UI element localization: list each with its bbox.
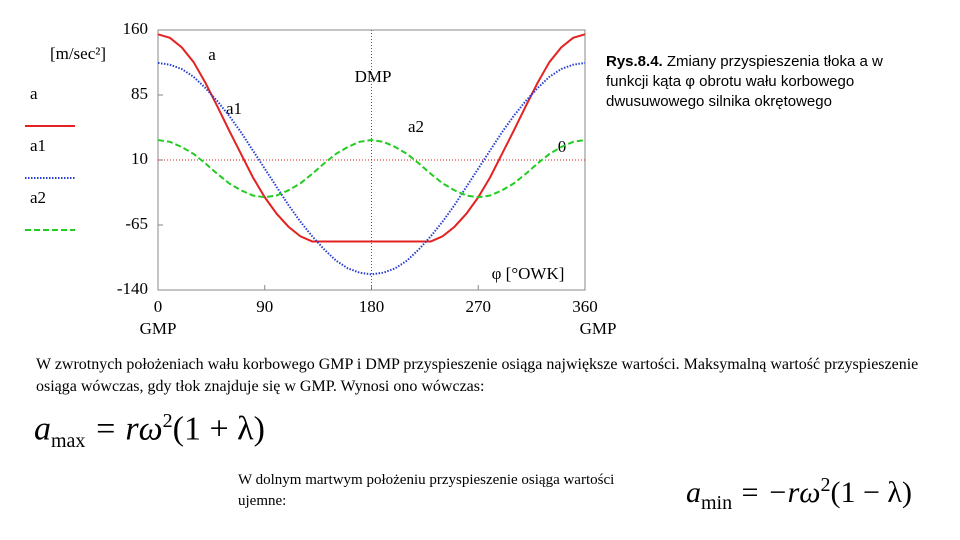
formula-sup: 2	[820, 474, 831, 496]
formula-rhs: = rω	[93, 410, 163, 448]
caption-label: Rys.8.4.	[606, 53, 663, 70]
curve-label: a1	[226, 99, 242, 118]
legend-label: a1	[30, 136, 46, 155]
formula-symbol: a	[686, 476, 701, 509]
curve-label: a	[208, 45, 216, 64]
formula-sup: 2	[162, 410, 173, 432]
x-end-label: GMP	[580, 319, 617, 338]
formula: amin = −rω2(1 − λ)	[686, 474, 912, 515]
legend-label: a2	[30, 188, 46, 207]
caption-text: Zmiany przyspieszenia tłoka a w funkcji …	[606, 53, 883, 110]
curve-label: a2	[408, 117, 424, 136]
y-tick-label: 85	[131, 84, 148, 103]
formula-tail: (1 + λ)	[172, 410, 265, 448]
caption: Rys.8.4. Zmiany przyspieszenia tłoka a w…	[606, 52, 916, 112]
y-axis-label: [m/sec²]	[50, 44, 106, 63]
y-tick-label: -140	[117, 279, 148, 298]
series-line	[157, 33, 586, 243]
x-tick-label: 90	[256, 297, 273, 316]
paragraph: W dolnym martwym położeniu przyspieszeni…	[238, 472, 615, 509]
y-tick-label: 160	[123, 19, 149, 38]
x-tick-label: 0	[154, 297, 163, 316]
formula-sub: min	[701, 492, 733, 514]
legend-label: a	[30, 84, 38, 103]
formula-tail: (1 − λ)	[830, 476, 912, 509]
x-tick-label: 180	[359, 297, 385, 316]
paragraph: W zwrotnych położeniach wału korbowego G…	[36, 356, 919, 395]
x-tick-label: 270	[466, 297, 492, 316]
y-tick-label: 10	[131, 149, 148, 168]
formula-symbol: a	[34, 410, 51, 448]
series-line	[157, 139, 586, 199]
formula-rhs: = −rω	[739, 476, 821, 509]
x-end-label: GMP	[140, 319, 177, 338]
annotation: DMP	[355, 67, 392, 86]
y-tick-label: -65	[125, 214, 148, 233]
x-axis-label: φ [°OWK]	[492, 264, 565, 283]
chart: [m/sec²] GMP GMP φ [°OWK] DMP 0 a a1 a2 …	[25, 19, 617, 338]
formula-sub: max	[51, 430, 86, 453]
x-tick-label: 360	[572, 297, 598, 316]
formula: amax = rω2(1 + λ)	[34, 410, 265, 453]
